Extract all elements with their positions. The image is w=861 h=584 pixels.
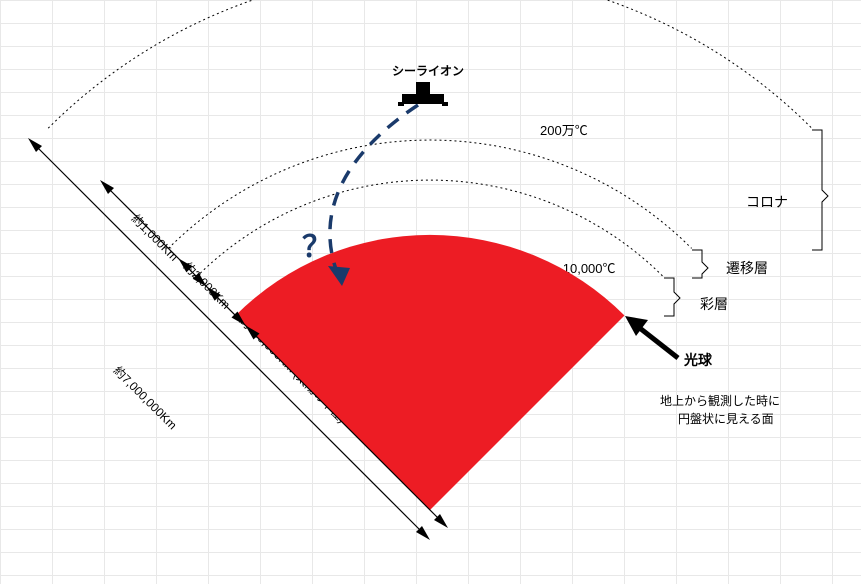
diagram-svg — [0, 0, 861, 584]
corona-arc — [48, 0, 812, 128]
bracket-transition — [692, 250, 708, 278]
sun-wedge — [236, 235, 625, 510]
bracket-corona — [812, 130, 828, 250]
sealion-icon — [398, 82, 448, 106]
bracket-chromosphere — [664, 278, 680, 316]
transition-arc — [168, 140, 691, 248]
